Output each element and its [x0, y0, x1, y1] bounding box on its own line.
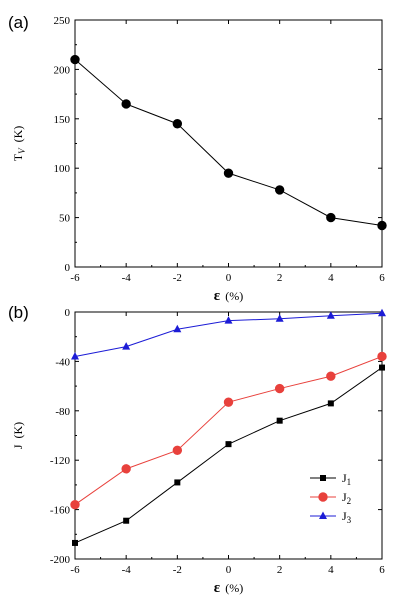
data-point-b-1 [379, 364, 385, 371]
legend-marker-3 [319, 511, 327, 519]
data-point-a-1 [223, 168, 234, 178]
data-point-b-2 [172, 445, 183, 456]
x-tick-label-a: 6 [379, 272, 385, 284]
x-axis-label-a: ε (%) [214, 288, 243, 304]
y-tick-label-a: 200 [54, 64, 71, 76]
x-tick-label-b: 0 [226, 564, 232, 576]
data-point-b-1 [225, 441, 232, 448]
x-tick-label-a: 0 [226, 272, 232, 284]
x-tick-label-a: 2 [277, 272, 283, 284]
y-tick-label-a: 250 [54, 15, 71, 27]
x-tick-label-b: -2 [173, 564, 182, 576]
data-point-b-1 [174, 479, 181, 486]
data-point-b-2 [121, 464, 131, 474]
y-tick-label-b: -40 [55, 356, 70, 368]
series-line-a-1 [74, 59, 383, 226]
data-point-a-1 [274, 185, 285, 195]
legend-label-3: J3 [342, 509, 352, 525]
x-tick-label-a: -4 [122, 272, 132, 284]
data-point-b-1 [327, 400, 334, 407]
y-tick-label-b: -160 [50, 505, 71, 517]
y-tick-label-a: 0 [65, 262, 71, 274]
data-point-b-2 [326, 371, 336, 381]
plot-frame-b [74, 311, 383, 560]
data-point-b-3 [378, 308, 386, 317]
data-point-b-2 [377, 351, 387, 362]
legend-marker-2 [318, 492, 328, 502]
y-tick-label-a: 100 [54, 163, 71, 175]
data-point-b-1 [276, 417, 283, 424]
y-axis-label-a: TV(K) [11, 126, 27, 162]
data-point-b-2 [70, 499, 80, 510]
y-tick-label-b: -200 [50, 554, 71, 566]
data-point-b-3 [173, 324, 182, 333]
data-point-a-1 [121, 99, 131, 109]
panel-label-b: (b) [8, 303, 29, 322]
data-point-a-1 [377, 220, 387, 231]
x-axis-label-b: ε (%) [214, 580, 243, 596]
data-point-b-3 [326, 311, 335, 319]
legend-label-1: J1 [342, 471, 351, 487]
series-line-b-2 [74, 355, 383, 506]
data-point-b-3 [71, 351, 79, 360]
y-tick-label-b: -80 [55, 406, 70, 418]
panel-label-a: (a) [8, 13, 29, 32]
series-line-b-1 [74, 367, 383, 544]
data-point-a-1 [326, 212, 336, 223]
data-point-b-3 [224, 316, 233, 324]
plot-frame-a [74, 19, 383, 268]
x-tick-label-a: -2 [173, 272, 182, 284]
data-point-b-3 [122, 342, 131, 350]
data-point-a-1 [172, 119, 183, 129]
x-tick-label-a: -6 [70, 272, 80, 284]
x-tick-label-b: -6 [70, 564, 80, 576]
data-point-b-3 [275, 314, 284, 322]
data-point-b-1 [123, 517, 130, 524]
x-tick-label-b: 6 [379, 564, 385, 576]
data-point-a-1 [70, 54, 80, 65]
x-tick-label-b: 2 [277, 564, 283, 576]
data-point-b-1 [72, 539, 78, 546]
x-tick-label-a: 4 [328, 272, 334, 284]
x-tick-label-b: -4 [122, 564, 132, 576]
y-tick-label-a: 50 [59, 213, 71, 225]
y-axis-label-b: J(K) [11, 422, 25, 449]
legend-label-2: J2 [342, 490, 351, 506]
y-tick-label-b: 0 [65, 307, 71, 319]
data-point-b-2 [223, 397, 234, 407]
legend-marker-1 [320, 475, 326, 481]
y-tick-label-b: -120 [50, 455, 71, 467]
data-point-b-2 [274, 383, 285, 394]
y-tick-label-a: 150 [54, 114, 71, 126]
x-tick-label-b: 4 [328, 564, 334, 576]
